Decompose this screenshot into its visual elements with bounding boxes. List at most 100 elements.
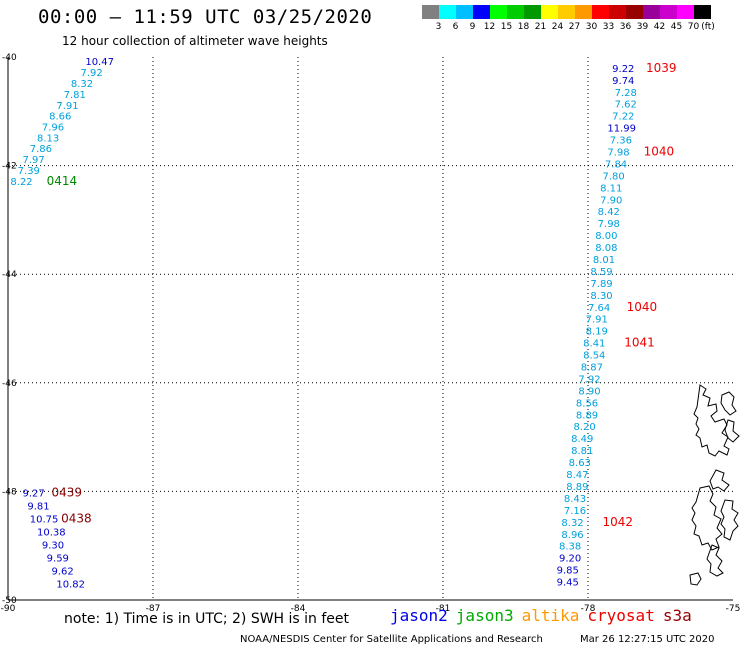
colorbar-swatch [507,5,524,19]
mission-altika: altika [521,606,580,625]
swh-value: 8.49 [571,434,593,445]
colorbar-label: 27 [568,22,581,32]
swh-value: 7.62 [615,100,637,111]
swh-value: 8.13 [37,133,59,144]
colorbar-swatch [524,5,541,19]
swh-value: 10.47 [85,57,114,68]
colorbar-swatch [660,5,677,19]
swh-value: 8.66 [49,112,71,123]
lat-tick-label: -50 [2,596,17,606]
colorbar-unit: (ft) [701,22,715,32]
swh-value: 7.92 [81,68,103,79]
mission-s3a: s3a [662,606,692,625]
mission-jason3: jason3 [455,606,514,625]
swh-value: 8.08 [595,243,617,254]
pass-time-label: 1039 [646,61,677,75]
swh-value: 8.54 [583,351,605,362]
colorbar-swatch [626,5,643,19]
colorbar-swatch [473,5,490,19]
colorbar-label: 70 [687,22,700,32]
map-title: 00:00 – 11:59 UTC 03/25/2020 [38,6,373,28]
colorbar-swatch [592,5,609,19]
swh-value: 9.62 [52,567,74,578]
colorbar-swatch [575,5,592,19]
swh-value: 7.97 [23,155,45,166]
swh-value: 10.82 [56,580,85,591]
swh-value: 7.89 [590,279,612,290]
lon-tick-label: -90 [1,604,16,614]
swh-value: 8.38 [559,542,581,553]
lon-tick-label: -87 [146,604,161,614]
swh-value: 9.85 [557,566,579,577]
swh-value: 9.20 [559,554,581,565]
swh-value: 8.30 [590,291,612,302]
pass-time-label: 1041 [624,336,655,350]
swh-value: 8.20 [574,422,596,433]
swh-value: 8.19 [586,327,608,338]
lon-tick-label: -75 [726,604,740,614]
swh-value: 8.87 [581,363,603,374]
colorbar-label: 24 [551,22,564,32]
swh-value: 7.39 [18,166,40,177]
swh-value: 8.11 [600,183,622,194]
colorbar-swatch [609,5,626,19]
colorbar-label: 21 [534,22,547,32]
lat-tick-label: -48 [2,487,17,497]
map-subtitle: 12 hour collection of altimeter wave hei… [62,34,328,48]
swh-value: 7.84 [605,159,627,170]
swh-value: 11.99 [607,124,636,135]
colorbar-label: 15 [500,22,513,32]
generation-timestamp: Mar 26 12:27:15 UTC 2020 [580,634,715,645]
swh-value: 7.98 [607,147,629,158]
swh-value: 7.80 [603,171,625,182]
swh-value: 8.96 [561,530,583,541]
swh-value: 7.96 [42,123,64,134]
pass-time-label: 1040 [644,144,675,158]
swh-value: 9.22 [612,64,634,75]
coastline [689,384,740,586]
swh-value: 9.30 [42,541,64,552]
swh-value: 9.81 [27,502,49,513]
swh-value: 8.90 [578,386,600,397]
colorbar-label: 42 [653,22,666,32]
colorbar-swatch [558,5,575,19]
graticule [7,57,733,601]
swh-value: 7.22 [612,112,634,123]
colorbar-label: 12 [483,22,496,32]
swh-value: 8.47 [566,470,588,481]
swh-value: 9.27 [23,488,45,499]
swh-value: 7.91 [586,315,608,326]
swh-value: 8.59 [590,267,612,278]
swh-value: 8.43 [564,494,586,505]
colorbar-swatch [456,5,473,19]
colorbar-label: 6 [452,22,459,32]
swh-value: 8.89 [566,482,588,493]
swh-value: 7.64 [588,303,610,314]
altimeter-tracks: 10.477.928.327.817.918.667.968.137.867.9… [10,57,676,591]
swh-value: 7.90 [600,195,622,206]
lat-tick-label: -44 [2,270,17,280]
swh-value: 7.81 [64,90,86,101]
mission-legend: jason2 jason3 altika cryosat s3a [390,606,700,625]
swh-value: 8.81 [571,446,593,457]
swh-value: 7.86 [30,144,52,155]
swh-value: 8.56 [576,398,598,409]
lon-tick-label: -81 [436,604,451,614]
lon-tick-label: -78 [581,604,596,614]
colorbar-swatch [694,5,711,19]
swh-value: 8.32 [71,79,93,90]
swh-value: 7.98 [598,219,620,230]
colorbar-label: 30 [585,22,598,32]
colorbar-swatch [643,5,660,19]
pass-time-label: 1040 [627,300,658,314]
swh-value: 8.42 [598,207,620,218]
swh-value: 8.22 [10,177,32,188]
pass-time-label: 0414 [47,174,78,188]
lat-tick-label: -42 [2,162,17,172]
lat-tick-label: -40 [2,53,17,63]
colorbar-label: 9 [469,22,476,32]
colorbar-label: 36 [619,22,632,32]
swh-value: 8.89 [576,410,598,421]
swh-value: 8.63 [569,458,591,469]
